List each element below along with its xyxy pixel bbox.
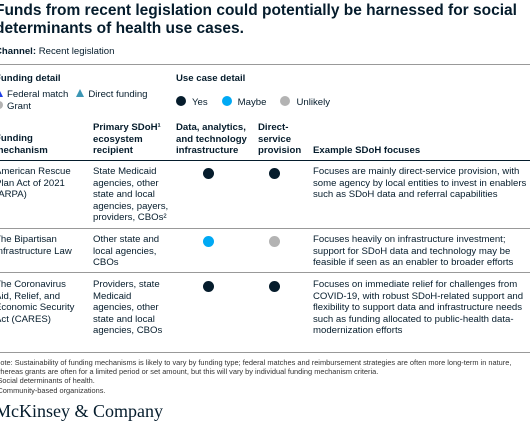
channel-label: Channel: [0, 46, 37, 57]
legend-item: Federal match [0, 89, 68, 101]
rating-dot [203, 281, 214, 292]
header: Data, analytics, and technology infrastr… [176, 122, 247, 157]
recipient: Providers, state Medicaid agencies, othe… [93, 279, 163, 337]
legend-dot [176, 96, 186, 106]
use-case-legend: Yes Maybe Unlikely [176, 96, 344, 109]
recipient: Other state and local agencies, CBOs [93, 234, 160, 269]
rating-dot [203, 236, 214, 247]
legend-item: Yes [176, 96, 208, 109]
header: Example SDoH focuses [313, 145, 421, 156]
row-rule [0, 272, 530, 273]
use-case-legend-title: Use case detail [176, 73, 246, 84]
row-rule [0, 228, 530, 229]
header: Primary SDoH¹ ecosystem recipient [93, 122, 161, 157]
legend-label: Direct funding [88, 89, 148, 100]
legend-icon [0, 100, 3, 109]
header-rule [0, 160, 530, 161]
legend-icon [76, 89, 85, 97]
focus: Focuses heavily on infrastructure invest… [313, 234, 514, 269]
legend-icon [0, 89, 3, 97]
mechanism: The Coronavirus Aid, Relief, and Economi… [0, 279, 75, 325]
legend-label: Yes [192, 97, 208, 108]
note: ²Community-based organizations. [0, 385, 106, 395]
legend-dot [280, 96, 291, 106]
legend-label: Federal match [7, 89, 69, 100]
legend-item: Maybe [221, 96, 267, 109]
mechanism: The Bipartisan Infrastructure Law [0, 234, 72, 257]
divider [0, 64, 530, 65]
funding-legend-title: Funding detail [0, 73, 61, 84]
title: Funds from recent legislation could pote… [0, 2, 517, 37]
rating-dot [269, 281, 280, 292]
row-rule [0, 352, 530, 353]
recipient: State Medicaid agencies, other state and… [93, 166, 169, 224]
rating-dot [269, 168, 280, 179]
header: Funding mechanism [0, 133, 48, 156]
rating-dot [269, 236, 280, 247]
focus: Focuses on immediate relief for challeng… [313, 279, 524, 337]
mechanism: American Rescue Plan Act of 2021 (ARPA) [0, 166, 71, 201]
channel: Channel: Recent legislation [0, 46, 114, 58]
legend-label: Maybe [237, 97, 267, 108]
legend-item: Direct funding [76, 89, 148, 101]
legend-label: Grant [7, 100, 31, 112]
focus: Focuses are mainly direct-service provis… [313, 166, 527, 201]
legend-dot [221, 96, 232, 106]
notes: Note: Sustainability of funding mechanis… [0, 358, 530, 395]
note: ¹Social determinants of health. [0, 376, 95, 386]
legend-item: Unlikely [280, 96, 330, 109]
logo: McKinsey & Company [0, 401, 163, 421]
legend-item: Grant [0, 100, 31, 113]
funding-legend: Federal match Direct funding Grant [0, 89, 165, 112]
rating-dot [203, 168, 214, 179]
header: Direct-service provision [258, 122, 302, 157]
note: Note: Sustainability of funding mechanis… [0, 358, 512, 377]
channel-value: Recent legislation [38, 46, 115, 57]
legend-label: Unlikely [296, 97, 331, 108]
